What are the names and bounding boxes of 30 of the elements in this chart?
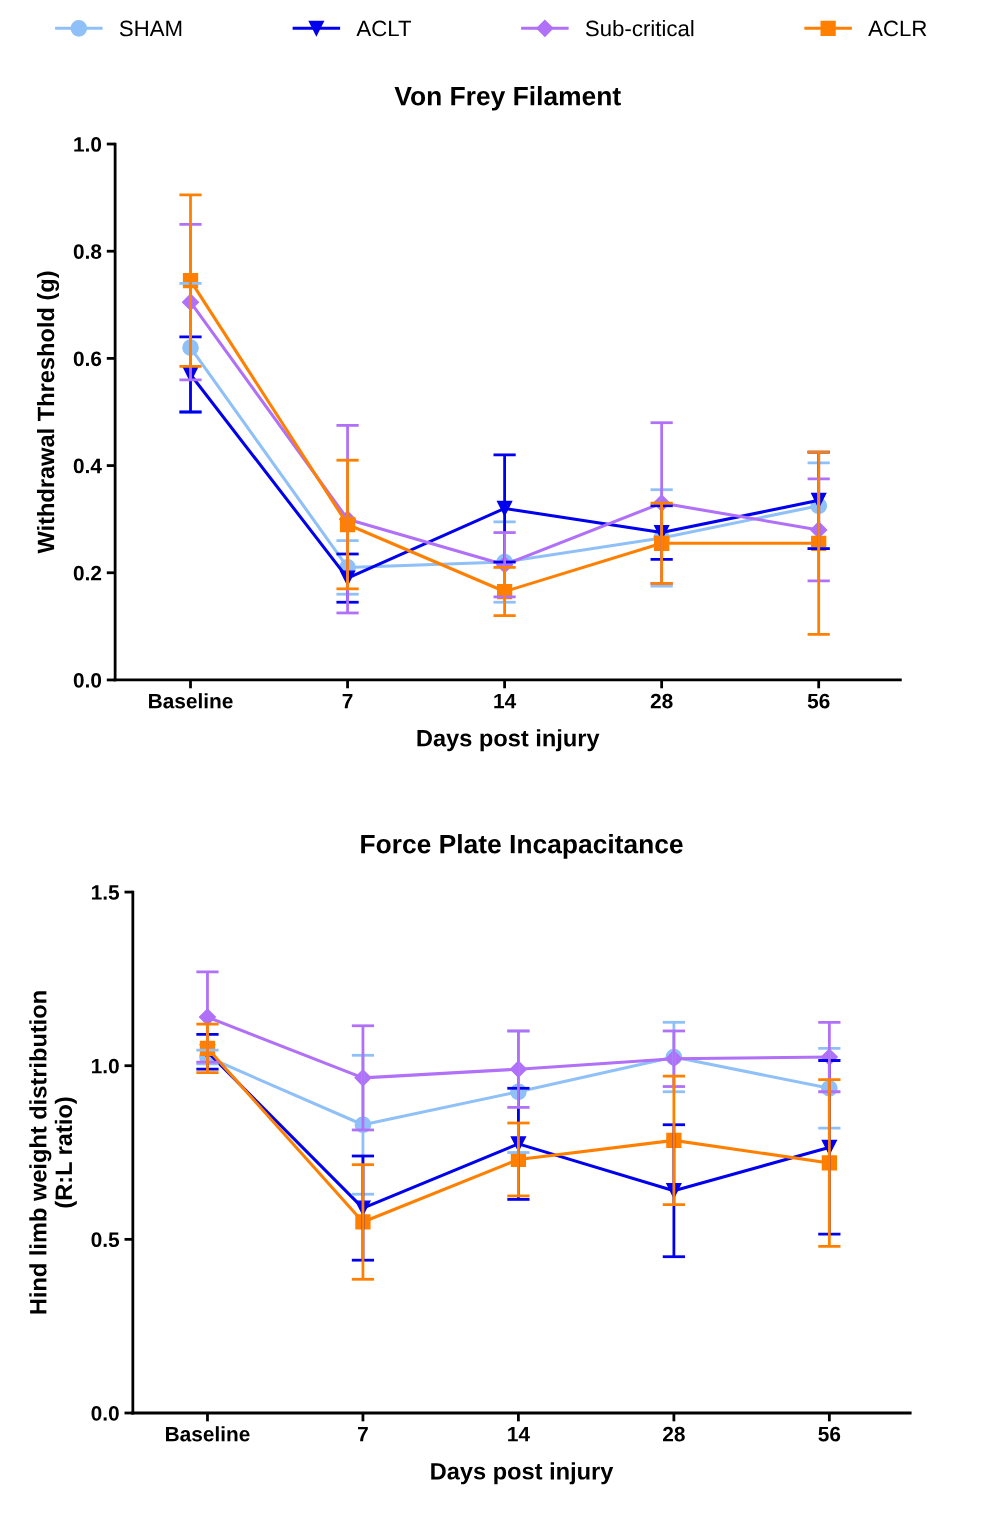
y-tick-label: 0.5	[91, 1232, 120, 1248]
x-axis-title: Days post injury	[417, 729, 600, 752]
x-tick-label: 56	[807, 693, 830, 709]
y-tick-label: 1.0	[92, 1058, 119, 1074]
chart-title: Force Plate Incapacitance	[361, 834, 683, 859]
x-tick-label: 56	[818, 1426, 841, 1442]
y-tick-label: 0.6	[73, 351, 102, 367]
legend-label: ACLR	[868, 20, 927, 37]
y-tick-label: 0.4	[73, 458, 102, 474]
legend-label: SHAM	[119, 20, 182, 37]
x-tick-label: 14	[508, 1426, 530, 1442]
x-tick-label: Baseline	[166, 1426, 250, 1442]
y-tick-label: 1.5	[92, 885, 120, 900]
x-tick-label: Baseline	[149, 693, 233, 709]
y-tick-label: 0.2	[73, 565, 102, 581]
y-tick-label: 0.8	[73, 244, 102, 259]
x-axis-title: Days post injury	[431, 1462, 614, 1485]
y-axis-title: Withdrawal Threshold (g)	[36, 271, 60, 554]
y-tick-label: 0.0	[91, 1405, 119, 1421]
legend-label: Sub-critical	[585, 20, 694, 37]
y-tick-label: 1.0	[74, 137, 102, 152]
x-tick-label: 7	[342, 693, 353, 709]
x-tick-label: 28	[663, 1426, 685, 1442]
chart-title: Von Frey Filament	[394, 86, 621, 111]
y-axis-title: Hind limb weight distribution (R:L ratio)	[29, 991, 77, 1314]
x-tick-label: 14	[494, 693, 517, 709]
legend-label: ACLT	[356, 20, 412, 37]
x-tick-label: 7	[358, 1426, 368, 1442]
y-tick-label: 0.0	[73, 672, 102, 688]
x-tick-label: 28	[650, 693, 673, 709]
